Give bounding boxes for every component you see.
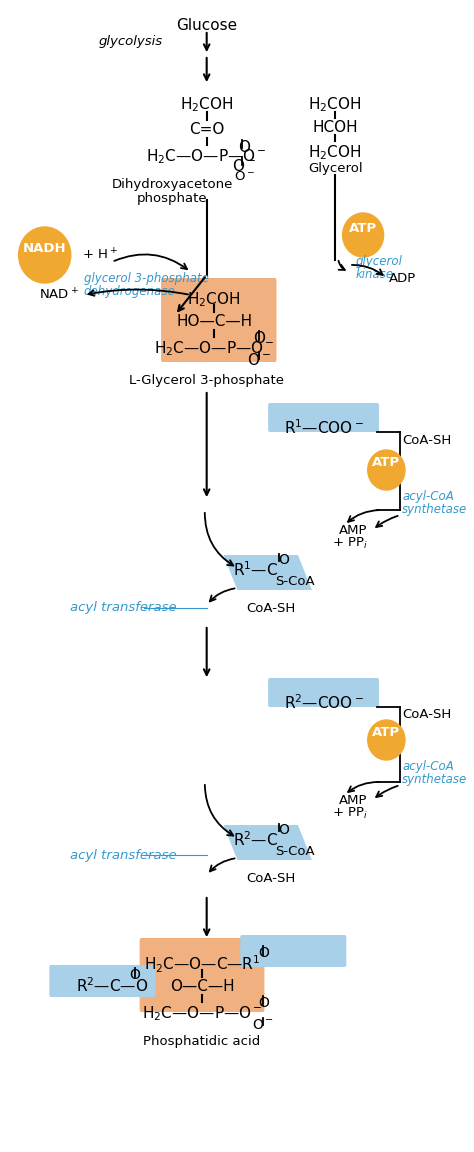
Text: O: O: [258, 946, 269, 960]
Text: HO—C—H: HO—C—H: [176, 314, 252, 329]
Text: glycerol: glycerol: [356, 255, 402, 268]
FancyBboxPatch shape: [140, 938, 264, 1011]
Text: H$_2$C—O—P—O$^-$: H$_2$C—O—P—O$^-$: [142, 1005, 262, 1023]
Text: S-CoA: S-CoA: [274, 846, 314, 858]
Text: H$_2$C—O—C—R$^1$: H$_2$C—O—C—R$^1$: [144, 954, 260, 976]
Circle shape: [368, 450, 405, 490]
Text: H$_2$COH: H$_2$COH: [180, 94, 233, 114]
Circle shape: [368, 720, 405, 760]
Text: O$^-$: O$^-$: [253, 1018, 274, 1032]
Text: L-Glycerol 3-phosphate: L-Glycerol 3-phosphate: [129, 374, 284, 387]
Text: Dihydroxyacetone: Dihydroxyacetone: [111, 179, 233, 191]
Text: AMP: AMP: [339, 794, 368, 806]
Text: R$^1$—COO$^-$: R$^1$—COO$^-$: [284, 418, 364, 437]
Text: ATP: ATP: [372, 727, 401, 740]
Text: phosphate: phosphate: [137, 192, 208, 205]
Text: ATP: ATP: [349, 221, 377, 235]
Text: O$^-$: O$^-$: [234, 170, 255, 183]
Text: H$_2$COH: H$_2$COH: [309, 94, 362, 114]
Text: glycolysis: glycolysis: [99, 36, 163, 48]
FancyBboxPatch shape: [161, 278, 276, 362]
Text: acyl transferase: acyl transferase: [70, 849, 176, 862]
Text: O$^-$: O$^-$: [247, 353, 271, 367]
Text: AMP: AMP: [339, 523, 368, 537]
Text: acyl-CoA: acyl-CoA: [402, 760, 454, 773]
Text: acyl transferase: acyl transferase: [70, 601, 176, 614]
Text: CoA-SH: CoA-SH: [402, 708, 451, 721]
Text: R$^2$—C: R$^2$—C: [234, 829, 279, 849]
Text: NAD$^+$: NAD$^+$: [39, 287, 79, 303]
Circle shape: [18, 227, 71, 283]
Text: O: O: [238, 141, 250, 156]
Text: C=O: C=O: [189, 122, 224, 137]
Polygon shape: [223, 825, 312, 861]
Text: synthetase: synthetase: [402, 503, 467, 516]
Text: dehydrogenase: dehydrogenase: [84, 285, 175, 298]
Text: ADP: ADP: [389, 272, 417, 285]
Text: acyl-CoA: acyl-CoA: [402, 490, 454, 503]
Text: O: O: [279, 553, 290, 567]
Text: Glucose: Glucose: [176, 18, 237, 33]
Text: R$^2$—COO$^-$: R$^2$—COO$^-$: [284, 694, 364, 712]
Text: R$^2$—C—O: R$^2$—C—O: [75, 976, 148, 994]
Text: S-CoA: S-CoA: [274, 575, 314, 588]
Text: CoA-SH: CoA-SH: [247, 601, 296, 614]
Text: HCOH: HCOH: [312, 120, 358, 135]
FancyBboxPatch shape: [49, 965, 155, 996]
Text: H$_2$C—O—P—O$^-$: H$_2$C—O—P—O$^-$: [154, 339, 274, 358]
Text: + PP$_i$: + PP$_i$: [332, 536, 368, 551]
Circle shape: [343, 213, 383, 257]
Text: O—C—H: O—C—H: [170, 979, 234, 994]
Text: + PP$_i$: + PP$_i$: [332, 805, 368, 820]
Text: kinase: kinase: [356, 268, 394, 281]
Text: NADH: NADH: [23, 242, 66, 255]
Text: H$_2$COH: H$_2$COH: [309, 143, 362, 161]
Text: + H$^+$: + H$^+$: [82, 248, 118, 263]
Text: CoA-SH: CoA-SH: [402, 433, 451, 447]
Text: O: O: [129, 968, 140, 982]
Text: ATP: ATP: [372, 456, 401, 470]
Text: CoA-SH: CoA-SH: [247, 872, 296, 885]
FancyBboxPatch shape: [240, 935, 346, 967]
FancyBboxPatch shape: [268, 679, 379, 707]
Text: H$_2$COH: H$_2$COH: [187, 290, 241, 309]
Text: synthetase: synthetase: [402, 773, 467, 786]
Text: O: O: [258, 996, 269, 1010]
Polygon shape: [223, 555, 312, 590]
Text: glycerol 3-phosphate: glycerol 3-phosphate: [84, 272, 209, 285]
Text: Glycerol: Glycerol: [308, 162, 363, 175]
Text: O$^-$: O$^-$: [232, 158, 256, 174]
Text: R$^1$—C: R$^1$—C: [234, 560, 279, 578]
Text: O: O: [279, 823, 290, 838]
FancyBboxPatch shape: [268, 403, 379, 432]
Text: Phosphatidic acid: Phosphatidic acid: [144, 1034, 261, 1048]
Text: O: O: [253, 331, 265, 346]
Text: H$_2$C—O—P—O$^-$: H$_2$C—O—P—O$^-$: [146, 147, 267, 166]
